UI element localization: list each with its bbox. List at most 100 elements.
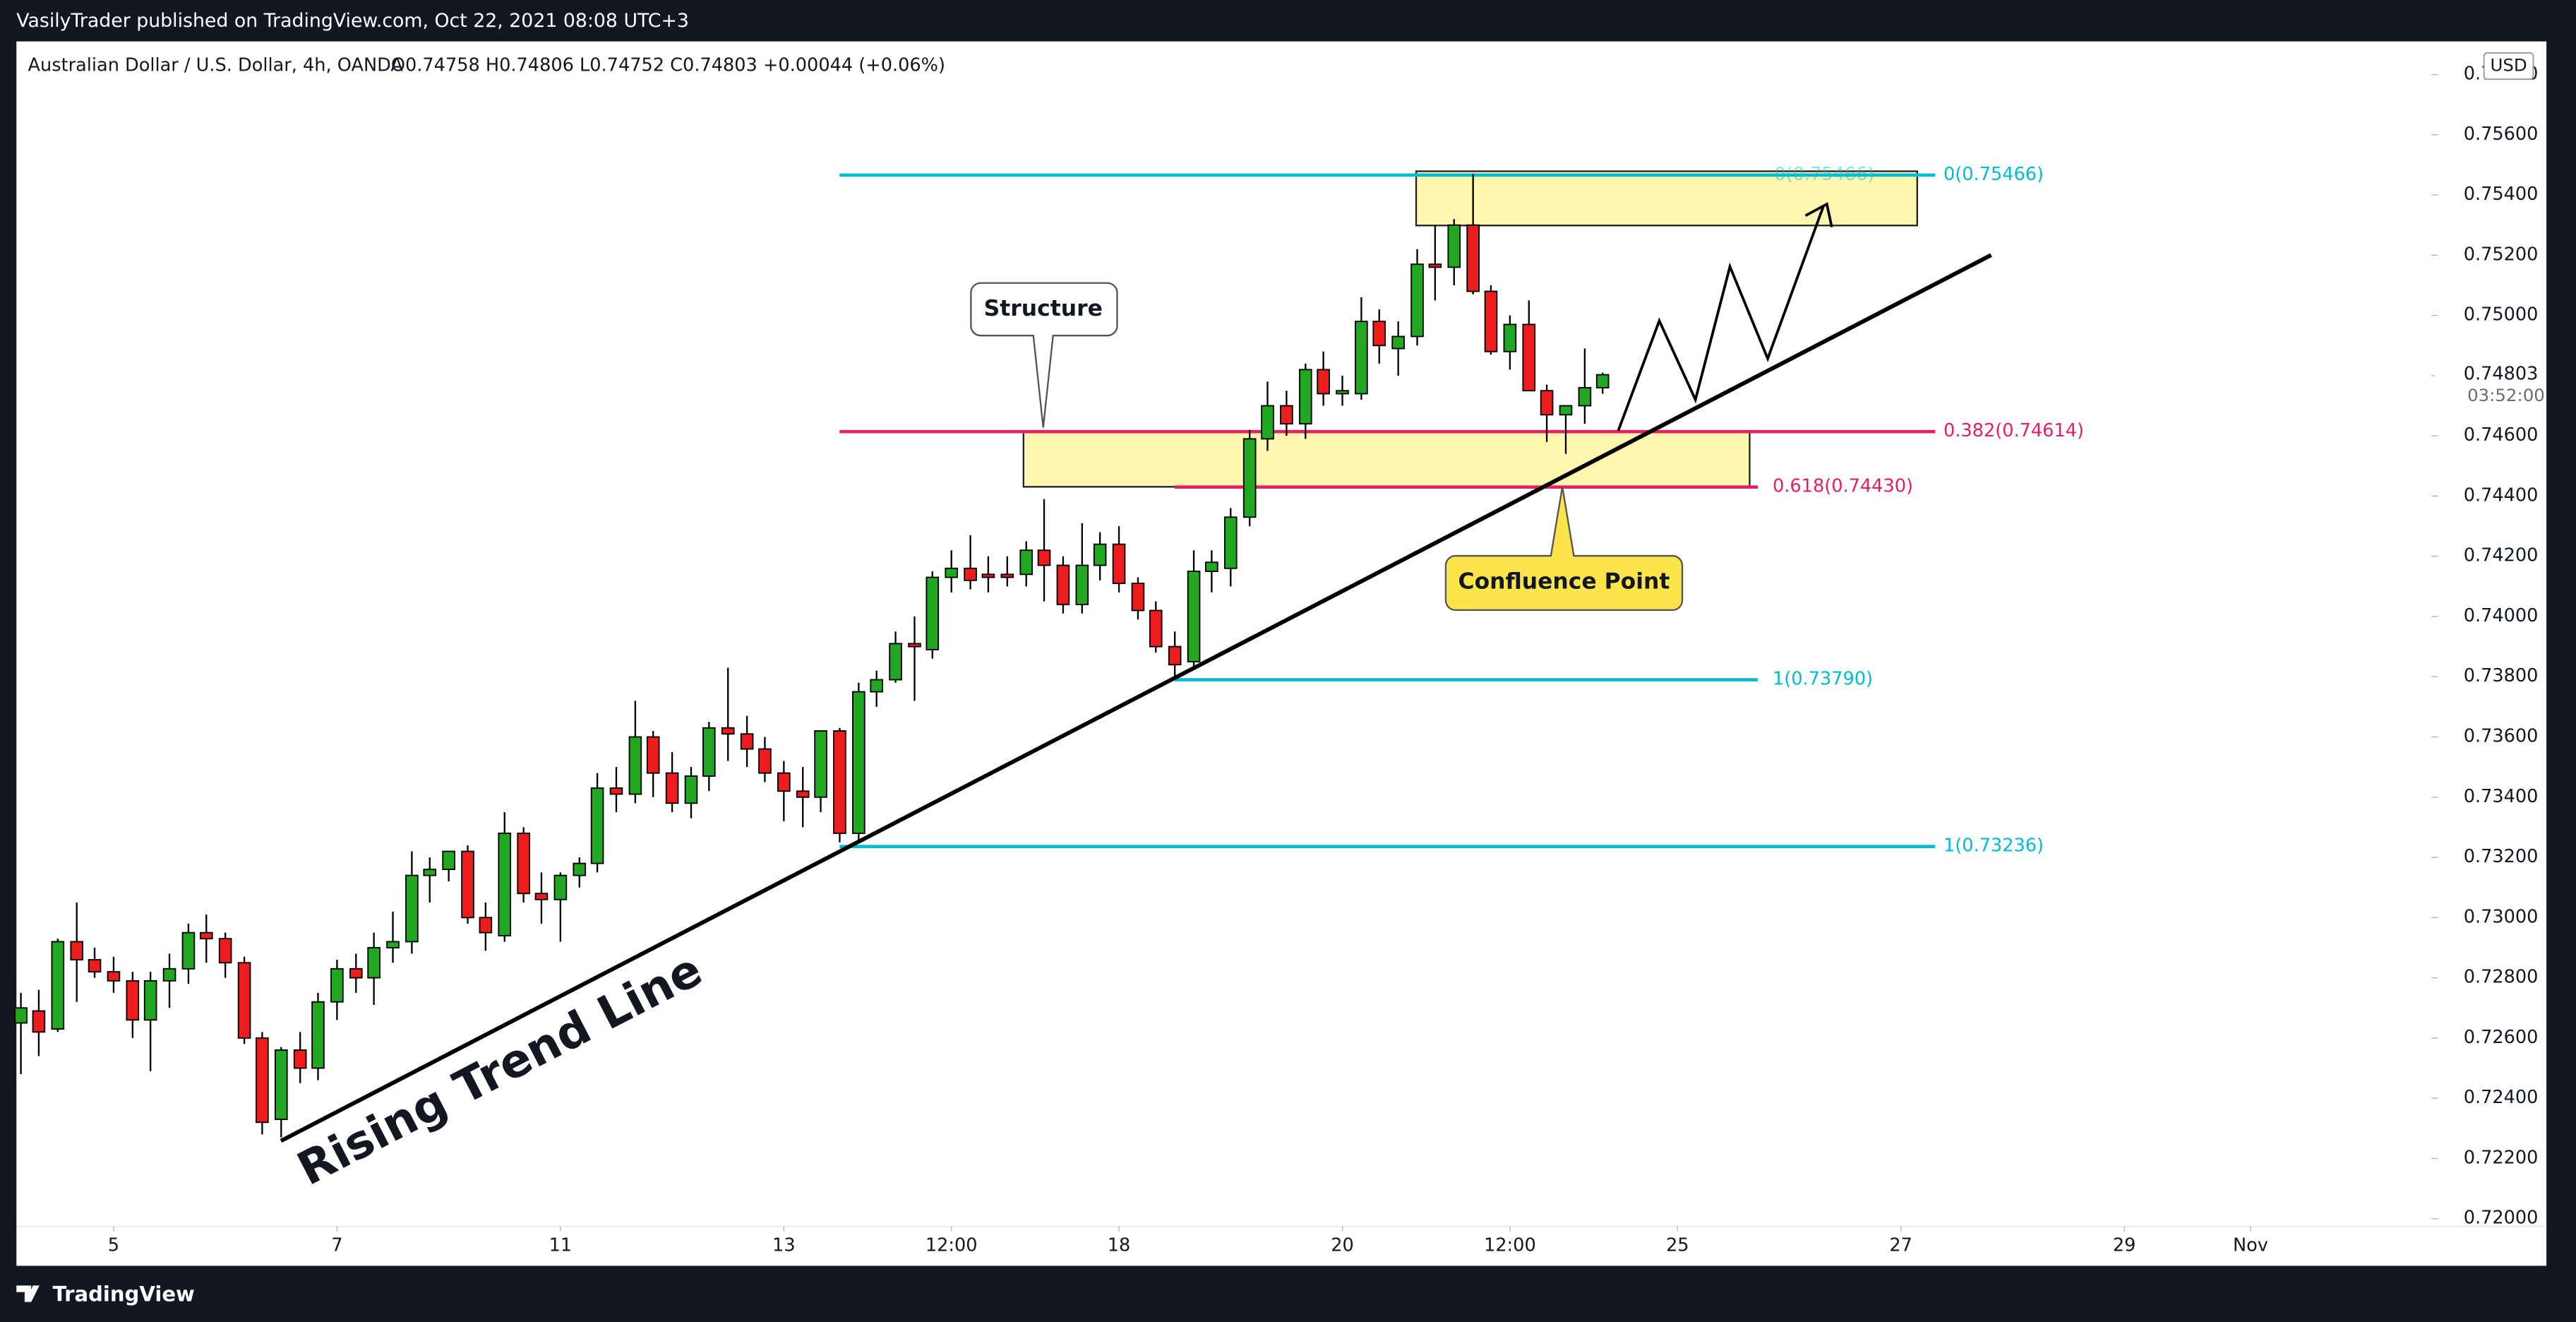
- candle-body: [740, 733, 754, 750]
- candle-body: [70, 941, 84, 960]
- candle-body: [981, 573, 995, 578]
- y-tick-label: 0.73600: [2464, 726, 2539, 747]
- candle-body: [442, 850, 455, 871]
- candle-body: [628, 736, 642, 795]
- candle-body: [1559, 405, 1573, 416]
- candle-body: [126, 979, 140, 1021]
- x-tick-label: 25: [1666, 1234, 1689, 1256]
- fib-label: 1(0.73790): [1773, 669, 1873, 690]
- x-tick-label: 5: [108, 1234, 119, 1256]
- x-tick-label: 27: [1889, 1234, 1912, 1256]
- x-tick-label: 12:00: [1484, 1234, 1536, 1256]
- candle-body: [796, 790, 810, 798]
- candle-body: [1093, 543, 1107, 566]
- candle-body: [143, 979, 157, 1021]
- countdown-label: 03:52:00: [2467, 385, 2545, 405]
- candle-body: [1205, 561, 1218, 572]
- candle-body: [964, 567, 977, 581]
- candle-body: [386, 941, 400, 948]
- candle-body: [274, 1049, 288, 1120]
- candle-body: [721, 727, 735, 735]
- confluence-label: Confluence Point: [1458, 568, 1670, 594]
- candle-body: [14, 1007, 28, 1024]
- candle-body: [1447, 224, 1461, 268]
- y-tick-label: 0.74400: [2464, 484, 2539, 506]
- candle-body: [573, 862, 587, 876]
- candle-body: [1391, 335, 1405, 350]
- candle-body: [1056, 564, 1070, 605]
- candle-body: [1242, 438, 1257, 518]
- projection-arrowhead: [1804, 202, 1833, 228]
- candle-body: [553, 874, 568, 900]
- footer-brand: TradingView: [52, 1282, 194, 1306]
- candle-body: [1298, 369, 1312, 425]
- candle-body: [1261, 405, 1274, 440]
- candle-body: [945, 567, 959, 578]
- candle-body: [199, 931, 213, 940]
- candle-body: [1503, 323, 1517, 352]
- candle-body: [870, 679, 883, 693]
- y-tick-label: 0.75600: [2464, 124, 2539, 145]
- candle-body: [1595, 374, 1610, 388]
- candle-body: [181, 931, 196, 970]
- candle-body: [1168, 645, 1182, 666]
- ohlc-text: O0.74758 H0.74806 L0.74752 C0.74803 +0.0…: [391, 55, 945, 76]
- candle-body: [349, 967, 363, 979]
- fib-label-faded: 0(0.75466): [1774, 164, 1874, 185]
- candle-body: [498, 833, 512, 936]
- candle-body: [423, 869, 437, 876]
- candles: [14, 174, 1610, 1138]
- candle-body: [367, 947, 381, 979]
- candle-body: [1000, 573, 1014, 578]
- y-tick-label: 0.72600: [2464, 1027, 2539, 1048]
- supply-zone: [1415, 170, 1918, 227]
- candle-body: [107, 971, 121, 982]
- chart-title: Australian Dollar / U.S. Dollar, 4h, OAN…: [28, 55, 404, 76]
- candle-body: [1355, 321, 1368, 395]
- candle-body: [1336, 390, 1349, 395]
- fib-label: 1(0.73236): [1943, 835, 2044, 857]
- y-tick-label: 0.74600: [2464, 424, 2539, 446]
- candle-body: [1484, 290, 1498, 352]
- candle-body: [1317, 369, 1330, 395]
- top-bar-text: VasilyTrader published on TradingView.co…: [16, 10, 689, 32]
- structure-callout: [970, 282, 1118, 428]
- candle-body: [908, 643, 921, 648]
- y-tick-label: 0.75000: [2464, 304, 2539, 326]
- currency-label: USD: [2490, 55, 2527, 76]
- candle-body: [1149, 609, 1163, 648]
- y-tick-label: 0.75400: [2464, 184, 2539, 205]
- candle-body: [479, 917, 493, 934]
- candle-body: [461, 850, 474, 919]
- y-tick-label: 0.73000: [2464, 906, 2539, 927]
- trend-line: [280, 253, 1992, 1143]
- x-tick-label: 11: [549, 1234, 573, 1256]
- candle-body: [32, 1010, 46, 1033]
- x-tick-label: 7: [331, 1234, 342, 1256]
- candle-body: [852, 691, 865, 834]
- x-tick-label: 13: [772, 1234, 796, 1256]
- candle-body: [814, 730, 827, 798]
- candle-body: [330, 967, 344, 1003]
- candle-body: [311, 1001, 325, 1069]
- structure-zone: [1022, 430, 1751, 488]
- logo: [16, 1285, 40, 1302]
- candle-body: [1522, 323, 1536, 392]
- fib-label: 0(0.75466): [1943, 164, 2044, 185]
- fib-label: 0.382(0.74614): [1943, 420, 2084, 441]
- candle-body: [1372, 321, 1386, 347]
- candle-body: [51, 941, 65, 1030]
- candle-body: [218, 938, 232, 964]
- x-tick-label: Nov: [2233, 1234, 2268, 1256]
- candle-body: [256, 1037, 269, 1124]
- fib-label: 0.618(0.74430): [1773, 476, 1913, 497]
- candle-body: [1131, 583, 1145, 612]
- candle-body: [925, 576, 940, 650]
- candle-body: [702, 727, 716, 777]
- candle-body: [1428, 263, 1442, 268]
- currency-box: [2483, 52, 2534, 81]
- candle-body: [777, 772, 791, 792]
- y-tick-label: 0.75200: [2464, 244, 2539, 265]
